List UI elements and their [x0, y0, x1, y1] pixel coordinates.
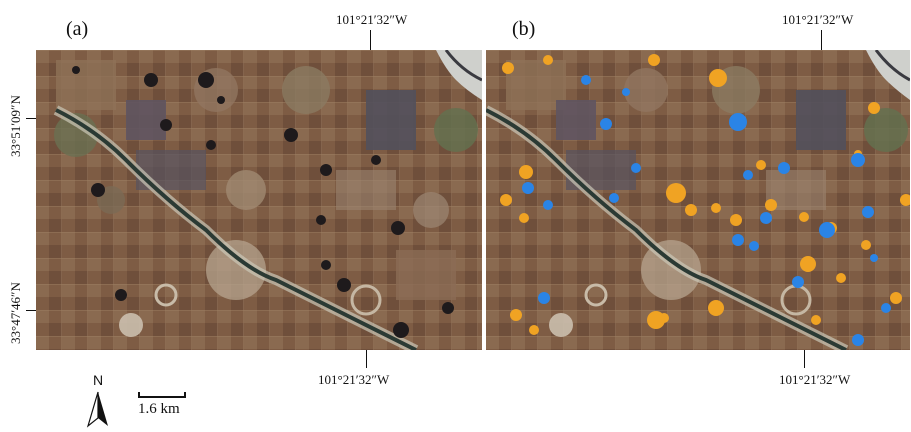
lower-latitude-tick [26, 310, 36, 311]
panel-a-label: (a) [66, 18, 89, 40]
lower-latitude-label: 33°47′46″N [8, 282, 23, 344]
classified-map-panel-b [486, 50, 910, 350]
top-longitude-label-b: 101°21′32″W [782, 12, 854, 27]
bottom-longitude-label-b: 101°21′32″W [779, 372, 851, 387]
bottom-longitude-label-a: 101°21′32″W [318, 372, 390, 387]
upper-latitude-tick [26, 118, 36, 119]
upper-latitude-label: 33°51′09″N [8, 95, 23, 157]
panel-b-label: (b) [512, 18, 536, 40]
north-label: N [93, 372, 104, 388]
north-arrow-icon [86, 391, 108, 428]
scale-bar-right-tick [184, 392, 186, 398]
scale-bar-label: 1.6 km [138, 401, 180, 417]
bottom-longitude-tick-a [366, 350, 367, 368]
scale-bar [138, 396, 186, 398]
scale-bar-left-tick [138, 392, 140, 398]
top-longitude-tick-b [821, 30, 822, 50]
satellite-map-panel-a [36, 50, 482, 350]
top-longitude-tick-a [370, 30, 371, 50]
bottom-longitude-tick-b [804, 350, 805, 368]
top-longitude-label-a: 101°21′32″W [336, 12, 408, 27]
